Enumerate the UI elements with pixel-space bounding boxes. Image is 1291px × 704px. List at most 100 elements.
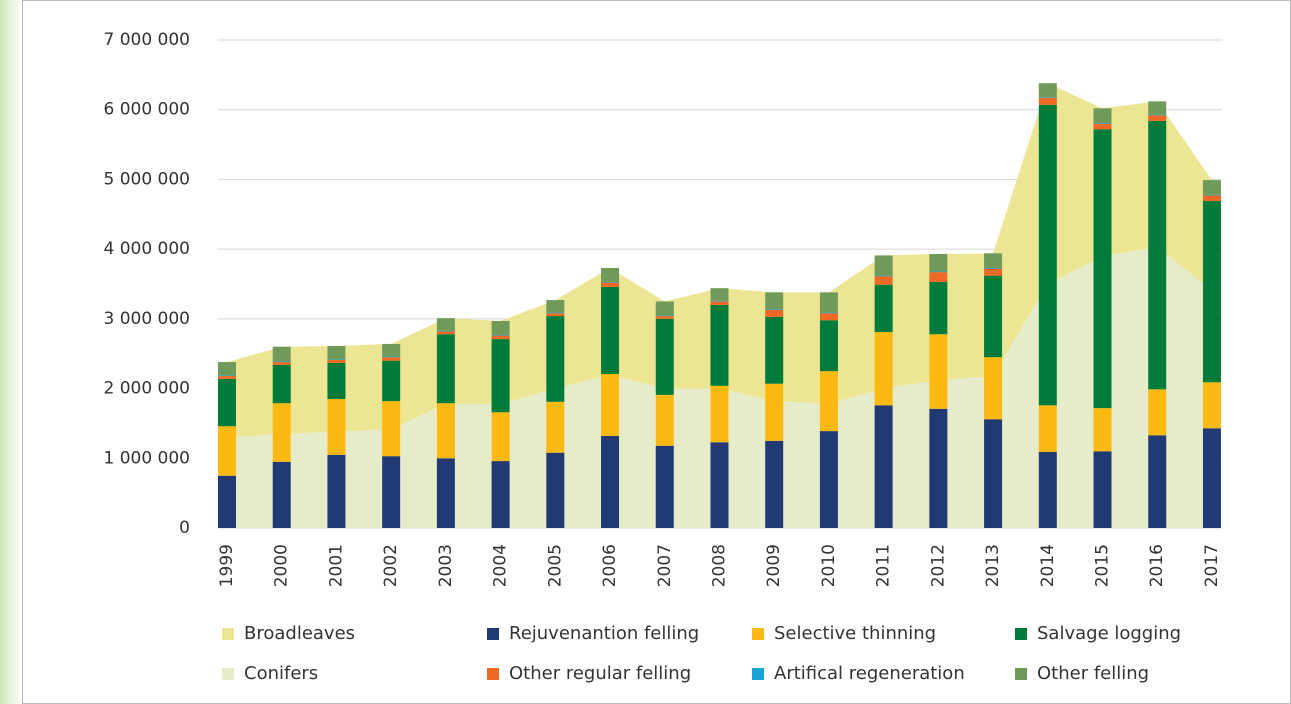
bar-segment <box>491 412 510 462</box>
labels: 0 1 000 000 2 000 000 3 000 000 4 000 000 5 0… <box>103 30 1221 684</box>
bar-segment <box>984 419 1003 528</box>
bar-segment <box>327 359 346 363</box>
bar-segment <box>929 272 948 282</box>
bar-segment <box>1038 97 1057 98</box>
bar-segment <box>382 456 401 528</box>
x-tick-label: 2013 <box>983 544 1003 587</box>
bar-segment <box>765 440 784 528</box>
bar-segment <box>1038 97 1057 105</box>
x-tick-label: 2011 <box>874 544 894 587</box>
legend-swatch <box>487 628 499 640</box>
bar-segment <box>327 454 346 528</box>
bar-segment <box>874 405 893 528</box>
x-tick-label: 1999 <box>217 544 237 587</box>
bar-segment <box>327 346 346 360</box>
x-tick-label: 2010 <box>819 544 839 587</box>
x-tick-label: 2005 <box>545 544 565 587</box>
bar-segment <box>1148 114 1167 116</box>
bar-segment <box>929 408 948 528</box>
bar-segment <box>929 254 948 272</box>
bar-segment <box>491 461 510 528</box>
bar-segment <box>546 313 565 317</box>
bar-segment <box>819 312 838 314</box>
bar-segment <box>819 371 838 432</box>
bar-segment <box>984 268 1003 276</box>
bar-segment <box>218 475 236 528</box>
bar-segment <box>929 334 948 409</box>
bar-segment <box>382 357 401 361</box>
bar-segment <box>601 281 620 283</box>
bar-segment <box>546 316 565 402</box>
bar-segment <box>601 267 620 282</box>
bar-segment <box>436 331 455 335</box>
x-tick-label: 2015 <box>1093 544 1113 587</box>
area <box>227 247 1212 528</box>
bar-segment <box>984 275 1003 358</box>
bar-segment <box>765 383 784 441</box>
bar-segment <box>272 361 291 363</box>
x-tick-label: 2017 <box>1202 544 1222 587</box>
bar-segment <box>819 320 838 372</box>
bar-segment <box>327 362 346 400</box>
bar-segment <box>1148 120 1167 390</box>
bar-segment <box>1038 452 1057 528</box>
x-tick-label: 2007 <box>655 544 675 587</box>
legend-swatch <box>222 628 234 640</box>
bar-segment <box>710 301 729 305</box>
legend-label: Other regular felling <box>509 663 691 684</box>
y-tick-label: 3 000 000 <box>103 309 190 329</box>
legend-label: Salvage logging <box>1037 623 1181 644</box>
x-tick-label: 2001 <box>326 544 346 587</box>
bar-segment <box>327 359 346 360</box>
bar-segment <box>1148 115 1167 121</box>
bar-segment <box>546 312 565 314</box>
bar-segment <box>601 286 620 374</box>
legend-swatch <box>1015 668 1027 680</box>
bar-segment <box>382 343 401 357</box>
bar-segment <box>765 316 784 384</box>
bar-segment <box>874 276 893 285</box>
x-tick-label: 2000 <box>272 544 292 587</box>
bar-segment <box>655 394 674 446</box>
bar-segment <box>382 360 401 402</box>
legend-label: Conifers <box>244 663 318 684</box>
bar-segment <box>655 316 674 319</box>
bar-segment <box>601 282 620 287</box>
area <box>227 83 1212 438</box>
bar-segment <box>1038 104 1057 406</box>
areas <box>227 83 1212 528</box>
bar-segment <box>1093 123 1112 130</box>
bar-segment <box>546 452 565 528</box>
bar-segment <box>1038 83 1057 98</box>
bar-segment <box>601 373 620 436</box>
y-tick-label: 5 000 000 <box>103 169 190 189</box>
bar-segment <box>1093 451 1112 528</box>
legend-swatch <box>1015 628 1027 640</box>
y-tick-label: 1 000 000 <box>103 448 190 468</box>
bar-segment <box>819 292 838 313</box>
bar-segment <box>272 362 291 365</box>
bar-segment <box>272 346 291 362</box>
bar-segment <box>1202 428 1221 528</box>
y-tick-label: 7 000 000 <box>103 30 190 50</box>
bar-segment <box>491 334 510 336</box>
bar-segment <box>765 309 784 310</box>
bar-segment <box>382 401 401 457</box>
bar-segment <box>1093 108 1112 123</box>
bar-segment <box>710 442 729 528</box>
x-tick-label: 2009 <box>764 544 784 587</box>
bar-segment <box>984 357 1003 420</box>
bar-segment <box>491 339 510 413</box>
x-tick-label: 2004 <box>491 544 511 587</box>
legend-label: Other felling <box>1037 663 1149 684</box>
bar-segment <box>765 292 784 310</box>
bars <box>218 83 1221 528</box>
bar-segment <box>765 309 784 317</box>
bar-segment <box>874 284 893 333</box>
bar-segment <box>272 403 291 462</box>
bar-segment <box>436 403 455 459</box>
bar-segment <box>436 458 455 528</box>
bar-segment <box>436 318 455 331</box>
bar-segment <box>819 431 838 528</box>
